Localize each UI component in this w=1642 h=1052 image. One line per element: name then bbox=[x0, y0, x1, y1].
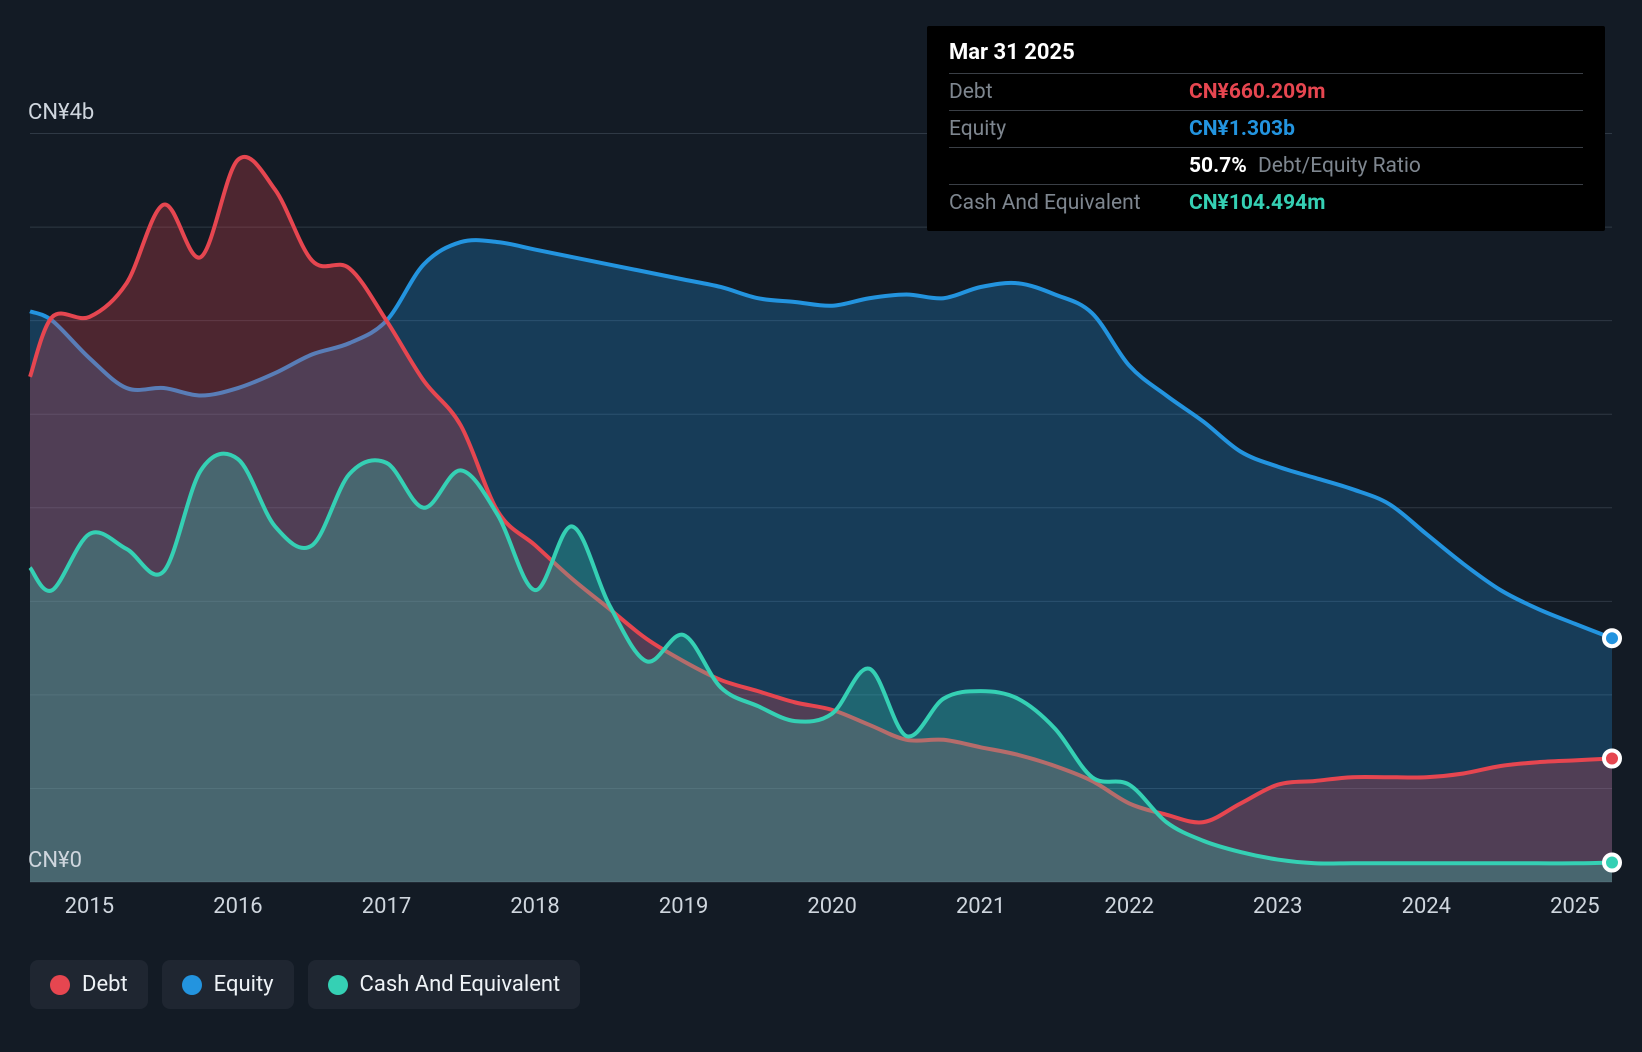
tooltip-row-label: Equity bbox=[949, 117, 1189, 141]
x-axis-tick-label: 2015 bbox=[65, 894, 114, 919]
y-axis-tick-label: CN¥0 bbox=[28, 848, 118, 873]
x-axis-tick-label: 2021 bbox=[956, 894, 1005, 919]
tooltip-row-value: CN¥1.303b bbox=[1189, 117, 1295, 141]
tooltip-row-label: Debt bbox=[949, 80, 1189, 104]
tooltip-row-cash: Cash And EquivalentCN¥104.494m bbox=[949, 184, 1583, 221]
tooltip-date: Mar 31 2025 bbox=[949, 40, 1583, 65]
x-axis-tick-label: 2017 bbox=[362, 894, 411, 919]
legend-item-label: Debt bbox=[82, 972, 128, 997]
tooltip-row-equity: EquityCN¥1.303b bbox=[949, 110, 1583, 147]
tooltip-row-value: CN¥660.209m bbox=[1189, 80, 1325, 104]
legend-item-cash[interactable]: Cash And Equivalent bbox=[308, 960, 581, 1009]
x-axis-tick-label: 2019 bbox=[659, 894, 708, 919]
chart-container: CN¥0 CN¥4b 2015 2016 2017 2018 2019 2020 2021 20… bbox=[0, 0, 1642, 1052]
legend-dot-icon bbox=[328, 975, 348, 995]
x-axis-tick-label: 2025 bbox=[1550, 894, 1599, 919]
x-axis-tick-label: 2023 bbox=[1253, 894, 1302, 919]
x-axis-tick-label: 2016 bbox=[213, 894, 262, 919]
x-axis-tick-label: 2024 bbox=[1402, 894, 1451, 919]
series-end-marker-debt bbox=[1604, 751, 1620, 767]
x-axis-tick-label: 2020 bbox=[807, 894, 856, 919]
legend-dot-icon bbox=[182, 975, 202, 995]
tooltip-row-label bbox=[949, 154, 1189, 178]
series-end-marker-cash bbox=[1604, 855, 1620, 871]
y-axis-tick-label: CN¥4b bbox=[28, 100, 118, 125]
legend-item-debt[interactable]: Debt bbox=[30, 960, 148, 1009]
tooltip-row-ratio: 50.7% Debt/Equity Ratio bbox=[949, 147, 1583, 184]
legend: Debt Equity Cash And Equivalent bbox=[30, 960, 580, 1009]
tooltip-row-debt: DebtCN¥660.209m bbox=[949, 73, 1583, 110]
legend-item-equity[interactable]: Equity bbox=[162, 960, 294, 1009]
data-tooltip: Mar 31 2025 DebtCN¥660.209mEquityCN¥1.30… bbox=[927, 26, 1605, 231]
legend-item-label: Equity bbox=[214, 972, 274, 997]
x-axis-tick-label: 2022 bbox=[1104, 894, 1153, 919]
x-axis-tick-label: 2018 bbox=[510, 894, 559, 919]
legend-dot-icon bbox=[50, 975, 70, 995]
series-end-marker-equity bbox=[1604, 630, 1620, 646]
legend-item-label: Cash And Equivalent bbox=[360, 972, 561, 997]
tooltip-row-label: Cash And Equivalent bbox=[949, 191, 1189, 215]
tooltip-row-ratio: 50.7% Debt/Equity Ratio bbox=[1189, 154, 1421, 178]
tooltip-row-value: CN¥104.494m bbox=[1189, 191, 1325, 215]
